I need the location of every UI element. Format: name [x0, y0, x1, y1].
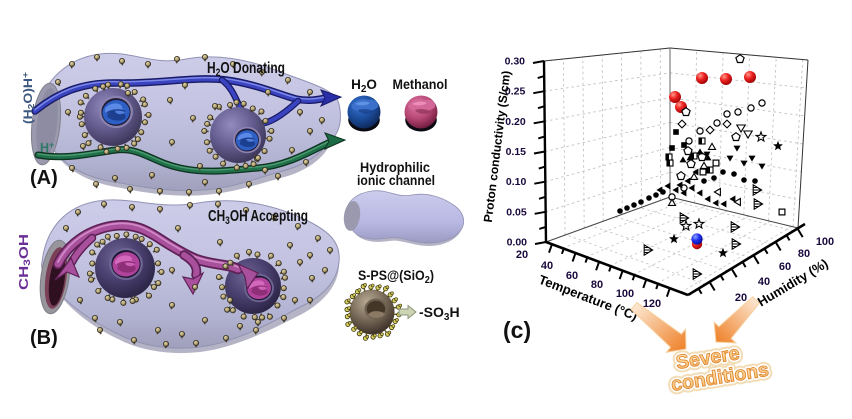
svg-text:0.05: 0.05 [506, 206, 527, 218]
svg-text:0.15: 0.15 [506, 146, 527, 158]
svg-text:(B): (B) [30, 327, 58, 349]
svg-text:100: 100 [616, 288, 634, 300]
svg-text:(H2O)H+: (H2O)H+ [20, 72, 36, 124]
svg-text:(c): (c) [503, 317, 531, 343]
svg-text:80: 80 [798, 248, 810, 260]
svg-text:Methanol: Methanol [393, 77, 448, 92]
svg-text:CH3OH Accepting: CH3OH Accepting [208, 208, 308, 227]
svg-text:(A): (A) [30, 167, 58, 189]
svg-text:40: 40 [541, 260, 553, 272]
svg-text:40: 40 [758, 276, 770, 288]
svg-text:0.10: 0.10 [506, 176, 527, 188]
svg-text:80: 80 [591, 279, 603, 291]
svg-text:0.00: 0.00 [507, 237, 528, 249]
svg-text:0.20: 0.20 [505, 116, 526, 128]
svg-text:0.30: 0.30 [505, 56, 526, 68]
svg-text:60: 60 [779, 261, 791, 273]
svg-text:20: 20 [516, 249, 528, 261]
svg-text:100: 100 [816, 236, 834, 248]
svg-text:20: 20 [735, 292, 747, 304]
svg-text:ionic channel: ionic channel [357, 172, 435, 188]
svg-text:60: 60 [566, 270, 578, 282]
